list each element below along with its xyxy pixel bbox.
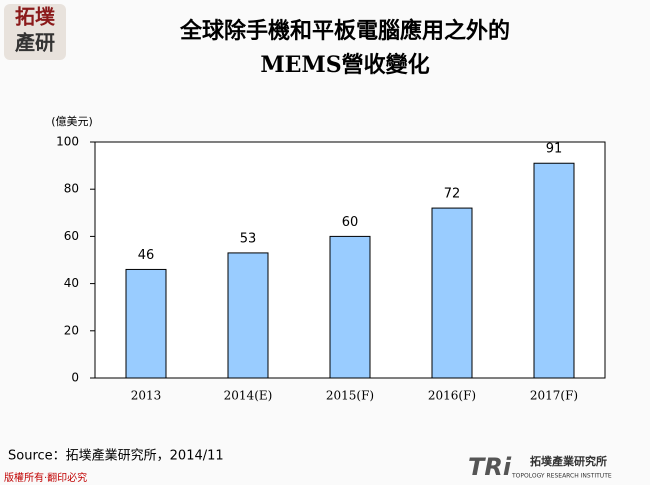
- y-axis-label: (億美元): [51, 115, 93, 128]
- y-tick-label: 0: [71, 371, 79, 385]
- logo-box: [4, 4, 66, 60]
- chart-subtitle: MEMS營收變化: [260, 52, 429, 78]
- bar: [431, 207, 473, 379]
- data-label: 46: [138, 248, 155, 263]
- data-label: 53: [240, 231, 257, 246]
- y-tick-label: 100: [56, 135, 79, 149]
- bar: [125, 268, 167, 379]
- logo-text: 拓墣: [15, 5, 56, 29]
- source: Source：拓墣產業研究所，2014/11: [8, 448, 224, 464]
- y-tick-label: 80: [64, 182, 79, 196]
- data-label: 91: [546, 142, 563, 157]
- bar: [533, 162, 575, 379]
- x-tick-label: 2017(F): [530, 389, 578, 403]
- x-tick-label: 2016(F): [428, 389, 476, 403]
- x-tick-label: 2014(E): [224, 389, 273, 403]
- footer: 版權所有‧翻印必究: [4, 471, 87, 484]
- brand-english: TOPOLOGY RESEARCH INSTITUTE: [511, 473, 612, 480]
- x-tick-label: 2015(F): [326, 389, 374, 403]
- logo-text: 產研: [15, 31, 55, 55]
- data-label: 60: [342, 215, 359, 230]
- brand-name: 拓墣產業研究所: [530, 454, 607, 468]
- bar: [227, 252, 269, 379]
- bar: [329, 235, 371, 379]
- y-tick-label: 40: [64, 276, 79, 290]
- brand-mark: TRi: [468, 453, 512, 481]
- y-tick-label: 60: [64, 229, 79, 243]
- chart-title: 全球除手機和平板電腦應用之外的: [179, 18, 510, 44]
- y-tick-label: 20: [64, 323, 79, 337]
- x-tick-label: 2013: [131, 389, 162, 403]
- data-label: 72: [444, 187, 461, 202]
